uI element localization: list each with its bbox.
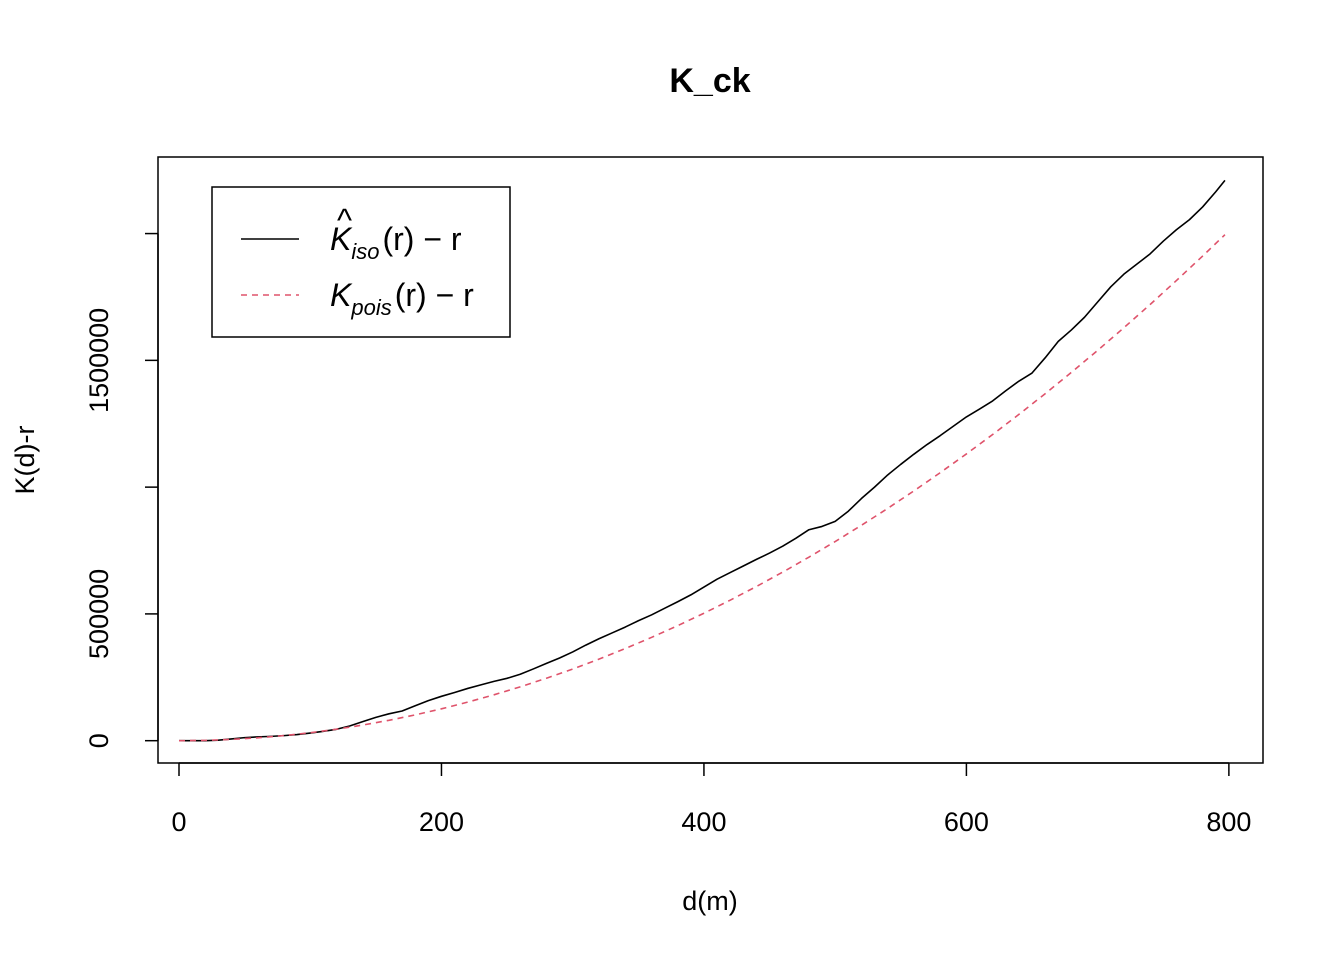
legend-expression: (r) − r — [395, 277, 474, 313]
legend-symbol: K — [330, 277, 353, 313]
y-tick-label: 500000 — [84, 569, 114, 659]
plot-area: 0 200 400 600 800 0 500000 1500000 — [84, 156, 1264, 837]
x-tick-label: 200 — [419, 807, 464, 837]
legend-symbol: K — [330, 221, 353, 257]
x-tick-label: 800 — [1206, 807, 1251, 837]
y-axis-label: K(d)-r — [10, 426, 40, 495]
series-line-k-pois — [178, 234, 1226, 742]
legend-entry-k-pois: Kpois(r) − r — [330, 277, 474, 320]
legend-entry-k-iso: Kiso(r) − r — [330, 221, 462, 264]
x-axis-label: d(m) — [682, 886, 738, 916]
x-tick-label: 400 — [681, 807, 726, 837]
x-tick-label: 0 — [171, 807, 186, 837]
legend-subscript: iso — [351, 239, 379, 264]
y-tick-label: 0 — [84, 733, 114, 748]
legend-subscript: pois — [350, 295, 391, 320]
series-line-k-iso — [179, 179, 1226, 742]
legend-box — [211, 186, 511, 338]
x-tick-label: 600 — [944, 807, 989, 837]
chart-title: K_ck — [669, 62, 750, 100]
legend-hat: ^ — [337, 202, 352, 238]
legend-expression: (r) − r — [382, 221, 461, 257]
y-tick-label: 1500000 — [84, 308, 114, 413]
legend: Kiso(r) − r^Kpois(r) − r — [211, 186, 511, 338]
